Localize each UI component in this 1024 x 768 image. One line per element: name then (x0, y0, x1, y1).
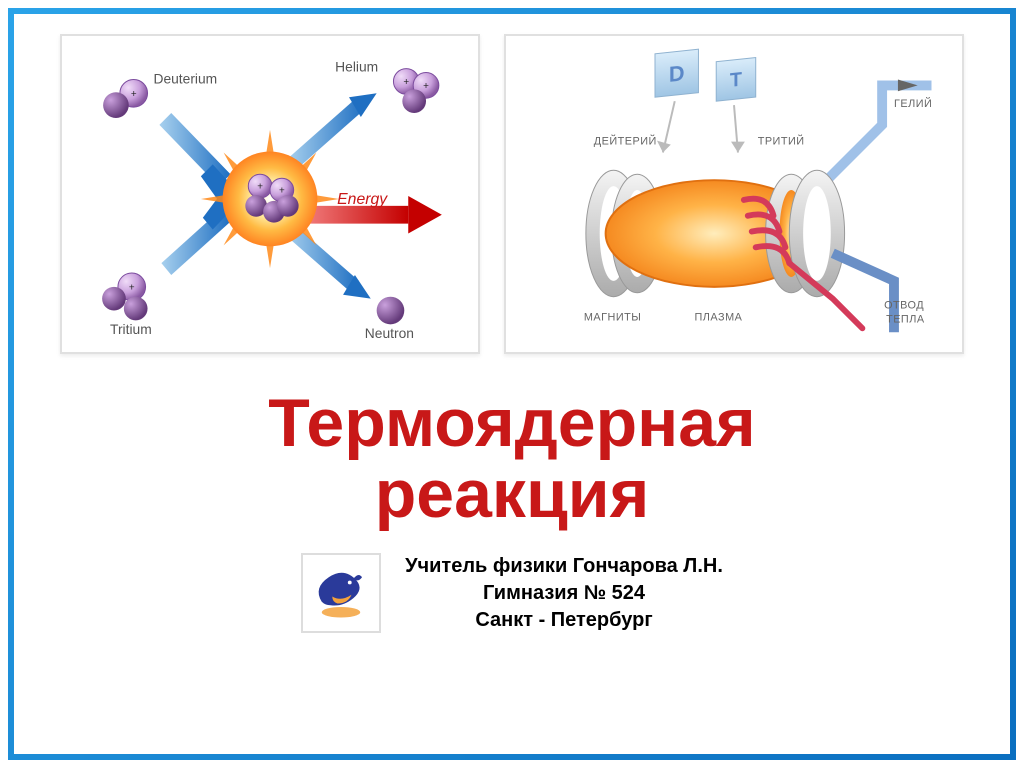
svg-text:+: + (131, 89, 137, 100)
deuterium-box: D (655, 49, 698, 152)
svg-text:+: + (423, 81, 429, 92)
arrow-helium-out (288, 93, 377, 168)
svg-text:+: + (279, 186, 285, 197)
svg-text:+: + (129, 282, 135, 293)
tritium-nucleus: + Tritium (102, 273, 152, 337)
tritium-box: T (716, 58, 756, 153)
heatout-ru-label-2: ТЕПЛА (886, 313, 925, 325)
slide-title: Термоядерная реакция (28, 388, 996, 531)
helium-out-pipe: ГЕЛИЙ (823, 79, 932, 184)
helium-label: Helium (335, 59, 378, 75)
tokamak-reactor-diagram: D T ДЕЙТЕРИЙ ТРИТИЙ (504, 34, 964, 354)
svg-text:T: T (730, 69, 742, 92)
neutron-particle: Neutron (365, 297, 414, 341)
tritium-ru-label: ТРИТИЙ (758, 135, 805, 148)
svg-text:D: D (669, 60, 685, 87)
neutron-label: Neutron (365, 325, 414, 341)
energy-label: Energy (337, 191, 388, 208)
credits: Учитель физики Гончарова Л.Н. Гимназия №… (405, 553, 723, 634)
helium-ru-label: ГЕЛИЙ (894, 97, 932, 110)
svg-text:+: + (403, 77, 409, 88)
credits-line2: Гимназия № 524 (405, 580, 723, 607)
heatout-ru-label-1: ОТВОД (884, 300, 924, 312)
footer: Учитель физики Гончарова Л.Н. Гимназия №… (28, 553, 996, 634)
plasma-ru-label: ПЛАЗМА (695, 311, 743, 323)
slide-content: Energy (28, 28, 996, 740)
deuterium-label: Deuterium (153, 70, 217, 86)
credits-line3: Санкт - Петербург (405, 607, 723, 634)
dolphin-logo (301, 553, 381, 633)
deuterium-ru-label: ДЕЙТЕРИЙ (594, 135, 657, 148)
heat-out-pipe (833, 253, 894, 332)
tritium-label: Tritium (110, 321, 152, 337)
diagram-row: Energy (28, 34, 996, 354)
svg-text:+: + (257, 182, 263, 193)
deuterium-nucleus: + Deuterium (103, 70, 217, 118)
credits-line1: Учитель физики Гончарова Л.Н. (405, 553, 723, 580)
magnets-ru-label: МАГНИТЫ (584, 311, 642, 323)
fusion-reaction-diagram: Energy (60, 34, 480, 354)
